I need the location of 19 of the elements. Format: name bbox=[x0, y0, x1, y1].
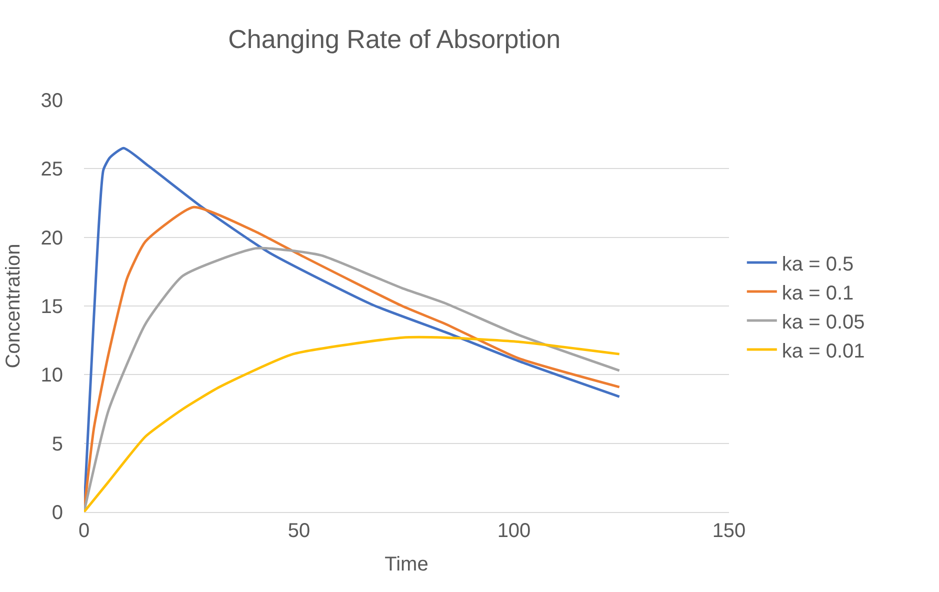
y-tick-label: 25 bbox=[40, 158, 63, 181]
y-tick-label: 10 bbox=[40, 364, 63, 387]
x-tick-label: 150 bbox=[712, 520, 746, 542]
legend-label: ka = 0.1 bbox=[782, 282, 854, 304]
x-tick-label: 0 bbox=[78, 520, 90, 542]
x-tick-label: 50 bbox=[288, 520, 310, 542]
y-axis-title: Concentration bbox=[2, 244, 24, 368]
legend-label: ka = 0.5 bbox=[782, 253, 854, 276]
y-tick-label: 15 bbox=[40, 296, 63, 318]
chart-title: Changing Rate of Absorption bbox=[228, 24, 561, 54]
line-series bbox=[84, 336, 621, 512]
y-tick-label: 5 bbox=[52, 433, 63, 456]
x-tick-label: 100 bbox=[497, 520, 531, 542]
x-axis-title: Time bbox=[384, 554, 428, 576]
y-tick-label: 30 bbox=[40, 90, 63, 112]
y-tick-label: 0 bbox=[52, 502, 63, 524]
y-tick-label: 20 bbox=[40, 227, 63, 250]
legend-label: ka = 0.01 bbox=[782, 340, 865, 362]
legend-label: ka = 0.05 bbox=[782, 311, 865, 334]
